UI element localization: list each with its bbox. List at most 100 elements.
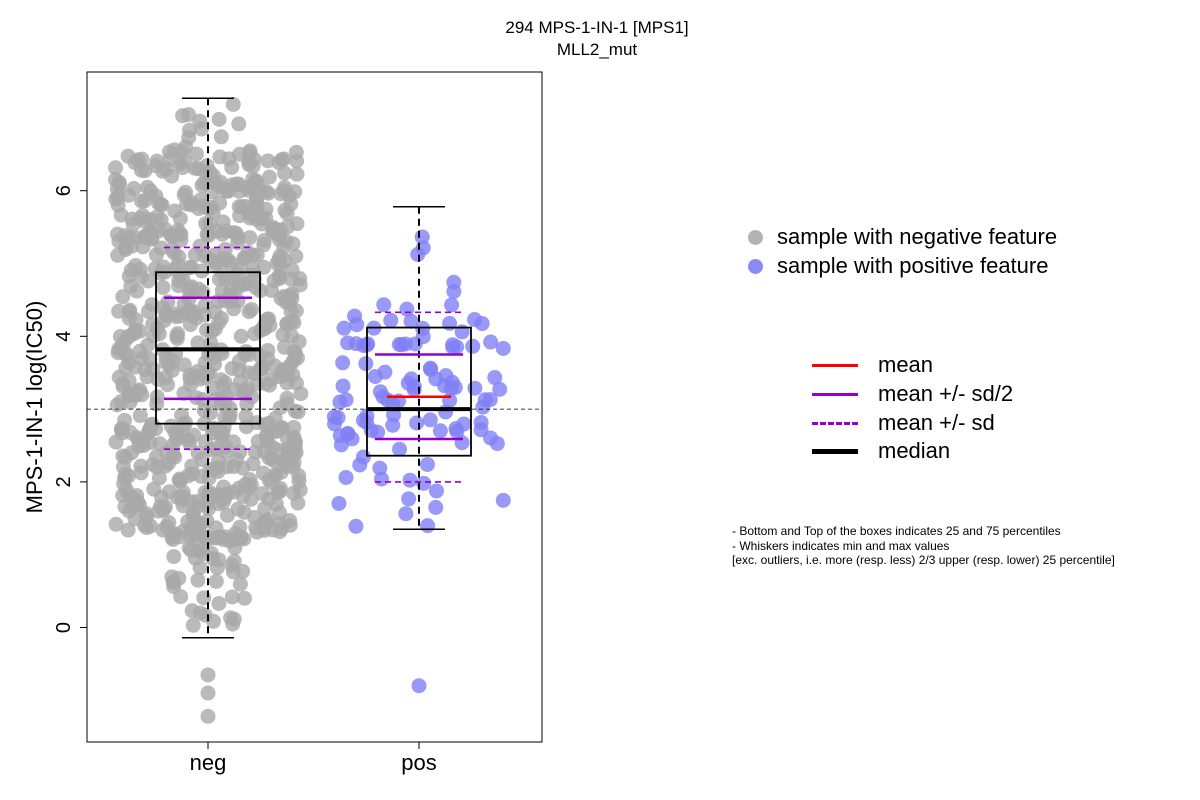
data-point-pos xyxy=(495,492,511,508)
data-point-pos xyxy=(474,316,490,332)
data-point-neg xyxy=(242,143,258,159)
data-point-neg xyxy=(175,484,191,500)
data-point-neg xyxy=(231,362,247,378)
data-point-neg xyxy=(190,572,206,588)
data-point-neg xyxy=(290,404,306,420)
data-point-neg xyxy=(124,211,140,227)
data-point-neg xyxy=(195,546,211,562)
data-point-neg xyxy=(293,386,309,402)
data-point-pos xyxy=(340,335,356,351)
data-point-neg xyxy=(244,301,260,317)
data-point-neg xyxy=(132,408,148,424)
y-axis-label: MPS-1-IN-1 log(IC50) xyxy=(22,301,47,514)
data-point-neg xyxy=(205,613,221,629)
data-point-neg xyxy=(212,195,228,211)
data-point-pos xyxy=(399,301,415,317)
legend-item-sd: mean +/- sd xyxy=(812,410,995,436)
data-point-neg xyxy=(171,225,187,241)
data-point-pos xyxy=(401,491,417,507)
legend-swatch-median xyxy=(812,448,858,454)
box-group-neg xyxy=(155,97,261,639)
data-point-neg xyxy=(176,357,192,373)
data-point-neg xyxy=(179,196,195,212)
chart-notes: - Bottom and Top of the boxes indicates … xyxy=(732,524,1115,568)
data-point-pos xyxy=(432,423,448,439)
data-point-neg xyxy=(121,373,137,389)
data-point-neg xyxy=(228,176,244,192)
data-point-neg xyxy=(192,560,208,576)
chart-subtitle: MLL2_mut xyxy=(556,40,638,59)
data-point-neg xyxy=(226,484,242,500)
data-point-pos xyxy=(483,334,499,350)
data-point-neg xyxy=(108,516,124,532)
data-point-neg xyxy=(183,259,199,275)
data-point-neg xyxy=(209,223,225,239)
data-point-neg xyxy=(236,590,252,606)
data-point-neg xyxy=(181,283,197,299)
data-point-pos xyxy=(372,460,388,476)
data-point-pos xyxy=(409,415,425,431)
note-line: [exc. outliers, i.e. more (resp. less) 2… xyxy=(732,553,1115,567)
data-point-pos xyxy=(335,355,351,371)
points-layer xyxy=(108,96,511,724)
data-point-pos xyxy=(465,338,481,354)
data-point-neg xyxy=(226,611,242,627)
legend-item-positive: sample with positive feature xyxy=(748,253,1048,279)
data-point-neg xyxy=(140,273,156,289)
data-point-neg xyxy=(182,317,198,333)
data-point-neg xyxy=(228,225,244,241)
data-point-neg xyxy=(155,300,171,316)
data-point-neg xyxy=(211,552,227,568)
y-tick-label: 4 xyxy=(53,331,75,342)
data-point-pos xyxy=(347,308,363,324)
data-point-neg xyxy=(175,108,191,124)
data-point-neg xyxy=(164,529,180,545)
box-group-pos xyxy=(366,205,472,530)
data-point-pos xyxy=(398,506,414,522)
data-point-pos xyxy=(428,499,444,515)
data-point-neg xyxy=(150,371,166,387)
data-point-neg xyxy=(182,122,198,138)
data-point-neg xyxy=(173,589,189,605)
data-point-neg xyxy=(161,514,177,530)
data-point-pos xyxy=(473,414,489,430)
legend-label-negative: sample with negative feature xyxy=(777,224,1058,249)
data-point-neg xyxy=(121,268,137,284)
data-point-neg xyxy=(248,280,264,296)
outlier-point-neg xyxy=(200,685,216,701)
data-point-neg xyxy=(155,279,171,295)
legend-swatch-half-sd xyxy=(812,392,858,396)
data-point-neg xyxy=(291,334,307,350)
data-point-neg xyxy=(170,426,186,442)
data-point-neg xyxy=(218,439,234,455)
data-point-neg xyxy=(255,359,271,375)
data-point-neg xyxy=(223,283,239,299)
data-point-neg xyxy=(113,394,129,410)
data-point-neg xyxy=(210,464,226,480)
data-point-neg xyxy=(247,509,263,525)
data-point-neg xyxy=(110,247,126,263)
data-point-neg xyxy=(261,169,277,185)
data-point-neg xyxy=(126,181,142,197)
data-point-pos xyxy=(336,320,352,336)
data-point-neg xyxy=(168,309,184,325)
data-point-neg xyxy=(192,605,208,621)
data-point-neg xyxy=(256,237,272,253)
data-point-neg xyxy=(279,396,295,412)
legend-label-mean: mean xyxy=(878,352,934,377)
data-point-neg xyxy=(273,256,289,272)
data-point-neg xyxy=(211,111,227,127)
data-point-pos xyxy=(392,441,408,457)
data-point-neg xyxy=(137,517,153,533)
data-point-pos xyxy=(443,380,459,396)
data-point-pos xyxy=(446,274,462,290)
data-point-pos xyxy=(482,392,498,408)
data-point-neg xyxy=(211,496,227,512)
data-point-pos xyxy=(456,416,472,432)
data-point-neg xyxy=(195,284,211,300)
data-point-neg xyxy=(289,216,305,232)
data-point-neg xyxy=(113,421,129,437)
legend-label-sd: mean +/- sd xyxy=(878,410,995,435)
data-point-pos xyxy=(386,407,402,423)
